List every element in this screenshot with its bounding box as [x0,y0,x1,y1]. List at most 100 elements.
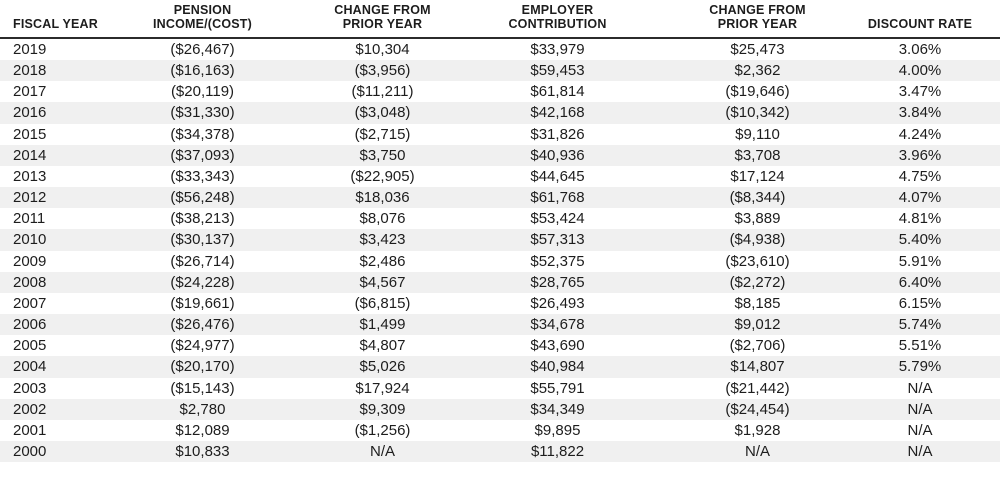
discount-rate-cell: 6.15% [898,294,942,312]
change-from-prior-year-pension-cell: $3,750 [359,146,406,164]
change-from-prior-year-contribution-cell: ($4,938) [729,231,786,249]
employer-contribution-cell: $40,984 [530,358,585,376]
change-from-prior-year-contribution-cell: ($10,342) [725,104,790,122]
fiscal-year-cell: 2015 [13,125,47,143]
header-row: FISCAL YEAR PENSION INCOME/(COST) CHANGE FR… [0,0,1000,39]
change-from-prior-year-pension-cell: $9,309 [359,400,406,418]
fiscal-year-cell: 2018 [13,62,47,80]
change-from-prior-year-contribution-cell: $17,124 [730,167,785,185]
table-row-2013: 2013 ($33,343) ($22,905) $44,645 $17,124 4.75… [0,166,1000,187]
discount-rate-cell: 3.06% [898,41,942,58]
change-from-prior-year-contribution-cell: ($23,610) [725,252,790,270]
change-from-prior-year-contribution-cell: ($21,442) [725,379,790,397]
employer-contribution-cell: $44,645 [530,167,585,185]
header-label-line: EMPLOYER [521,3,594,17]
column-header-change-from-prior-year-pension: CHANGE FROM PRIOR YEAR [310,0,455,39]
change-from-prior-year-pension-cell: $18,036 [355,189,410,207]
change-from-prior-year-pension-cell: $2,486 [359,252,406,270]
discount-rate-cell: 5.91% [898,252,942,270]
table-row-2007: 2007 ($19,661) ($6,815) $26,493 $8,185 6.15% [0,293,1000,314]
header-label-line: FISCAL YEAR [13,17,98,31]
fiscal-year-cell: 2014 [13,146,47,164]
discount-rate-cell: N/A [907,421,933,439]
discount-rate-cell: 4.81% [898,210,942,228]
change-from-prior-year-pension-cell: $1,499 [359,316,406,334]
change-from-prior-year-pension-cell: $3,423 [359,231,406,249]
employer-contribution-cell: $42,168 [530,104,585,122]
change-from-prior-year-contribution-cell: ($8,344) [729,189,786,207]
change-from-prior-year-pension-cell: ($3,048) [354,104,411,122]
pension-income-cost-cell: ($33,343) [170,167,235,185]
change-from-prior-year-pension-cell: $10,304 [355,41,410,58]
fiscal-year-cell: 2008 [13,273,47,291]
pension-income-cost-cell: ($20,170) [170,358,235,376]
fiscal-year-cell: 2007 [13,294,47,312]
employer-contribution-cell: $11,822 [530,442,585,460]
employer-contribution-cell: $55,791 [530,379,585,397]
table-row-2008: 2008 ($24,228) $4,567 $28,765 ($2,272) 6.40% [0,271,1000,293]
table-row-2012: 2012 ($56,248) $18,036 $61,768 ($8,344) 4.07% [0,187,1000,209]
pension-income-cost-cell: ($37,093) [170,146,235,164]
discount-rate-cell: N/A [907,379,933,397]
table-row-2010: 2010 ($30,137) $3,423 $57,313 ($4,938) 5.40% [0,229,1000,251]
table-row-2017: 2017 ($20,119) ($11,211) $61,814 ($19,646) 3.… [0,81,1000,102]
fiscal-year-cell: 2011 [13,210,46,228]
pension-income-cost-cell: ($26,714) [170,252,235,270]
header-label-line: DISCOUNT RATE [867,17,973,31]
table-row-2016: 2016 ($31,330) ($3,048) $42,168 ($10,342) 3.8… [0,102,1000,124]
change-from-prior-year-pension-cell: $8,076 [359,210,406,228]
discount-rate-cell: 5.74% [898,316,942,334]
table-row-2006: 2006 ($26,476) $1,499 $34,678 $9,012 5.74% [0,314,1000,336]
table-header: FISCAL YEAR PENSION INCOME/(COST) CHANGE FR… [0,0,1000,39]
change-from-prior-year-pension-cell: $17,924 [355,379,410,397]
pension-income-cost-cell: ($30,137) [170,231,235,249]
change-from-prior-year-pension-cell: N/A [369,442,395,460]
employer-contribution-cell: $34,349 [530,400,585,418]
pension-table: FISCAL YEAR PENSION INCOME/(COST) CHANGE FR… [0,0,1000,463]
fiscal-year-cell: 2004 [13,358,47,376]
employer-contribution-cell: $31,826 [530,125,585,143]
change-from-prior-year-contribution-cell: $1,928 [734,421,781,439]
pension-income-cost-cell: ($56,248) [170,189,235,207]
table-row-2018: 2018 ($16,163) ($3,956) $59,453 $2,362 4.00% [0,60,1000,82]
pension-income-cost-cell: $12,089 [175,421,230,439]
fiscal-year-cell: 2019 [13,41,47,58]
discount-rate-cell: 6.40% [898,273,942,291]
discount-rate-cell: 4.75% [898,167,942,185]
employer-contribution-cell: $9,895 [534,421,581,439]
discount-rate-cell: 4.00% [898,62,942,80]
fiscal-year-cell: 2002 [13,400,47,418]
header-label-line: PENSION [173,3,232,17]
table-row-2014: 2014 ($37,093) $3,750 $40,936 $3,708 3.96% [0,144,1000,166]
pension-income-cost-cell: ($16,163) [170,62,235,80]
change-from-prior-year-pension-cell: ($11,211) [351,83,414,101]
header-label-line: PRIOR YEAR [717,17,798,31]
change-from-prior-year-contribution-cell: $2,362 [734,62,781,80]
fiscal-year-cell: 2006 [13,316,47,334]
change-from-prior-year-contribution-cell: ($2,272) [729,273,786,291]
employer-contribution-cell: $33,979 [530,41,585,58]
employer-contribution-cell: $43,690 [530,337,585,355]
fiscal-year-cell: 2012 [13,189,47,207]
header-label-line: INCOME/(COST) [153,17,252,31]
pension-income-cost-cell: ($15,143) [170,379,235,397]
change-from-prior-year-pension-cell: $5,026 [359,358,406,376]
fiscal-year-cell: 2017 [13,83,47,101]
fiscal-year-cell: 2016 [13,104,47,122]
change-from-prior-year-contribution-cell: $14,807 [730,358,785,376]
employer-contribution-cell: $57,313 [530,231,585,249]
discount-rate-cell: 4.07% [898,189,942,207]
pension-income-cost-cell: ($34,378) [170,125,235,143]
employer-contribution-cell: $34,678 [530,316,585,334]
column-header-employer-contribution: EMPLOYER CONTRIBUTION [455,0,660,39]
change-from-prior-year-contribution-cell: $8,185 [734,294,781,312]
employer-contribution-cell: $40,936 [530,146,585,164]
column-header-pension-income-cost: PENSION INCOME/(COST) [95,0,310,39]
fiscal-year-cell: 2009 [13,252,47,270]
column-header-change-from-prior-year-contribution: CHANGE FROM PRIOR YEAR [660,0,855,39]
change-from-prior-year-pension-cell: ($6,815) [354,294,411,312]
employer-contribution-cell: $52,375 [530,252,585,270]
pension-income-cost-cell: $10,833 [175,442,230,460]
pension-income-cost-cell: ($24,977) [170,337,235,355]
pension-income-cost-cell: ($26,476) [170,316,235,334]
